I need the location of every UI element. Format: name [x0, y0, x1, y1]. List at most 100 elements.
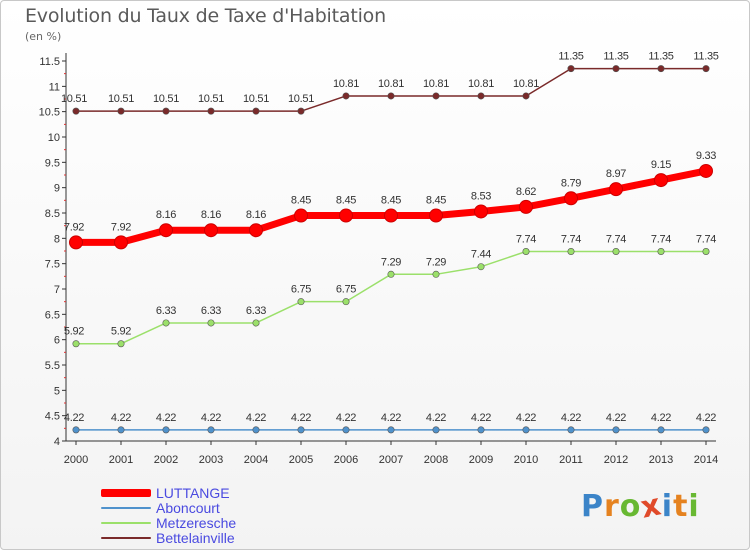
data-label: 9.15	[651, 159, 671, 171]
data-point	[72, 340, 80, 348]
data-label: 11.35	[558, 51, 583, 63]
data-point	[702, 248, 710, 256]
legend-item: Aboncourt	[101, 499, 236, 516]
data-label: 8.16	[156, 209, 176, 221]
y-tick-label: 9.5	[45, 157, 60, 169]
data-point	[207, 107, 215, 115]
data-label: 8.45	[336, 195, 356, 207]
data-label: 4.22	[516, 412, 536, 424]
data-point	[477, 263, 485, 271]
data-label: 4.22	[696, 412, 716, 424]
data-label: 8.45	[291, 195, 311, 207]
x-tick-label: 2002	[154, 454, 178, 466]
legend-swatch	[101, 536, 151, 539]
data-label: 7.74	[696, 234, 716, 246]
data-point	[522, 92, 530, 100]
data-point	[69, 235, 83, 250]
data-point	[612, 65, 620, 73]
legend-item: LUTTANGE	[101, 484, 236, 501]
data-label: 4.22	[606, 412, 626, 424]
proxiti-logo: Proxiti	[581, 487, 700, 525]
data-point	[162, 107, 170, 115]
legend-label: LUTTANGE	[156, 484, 230, 501]
y-tick-label: 11.5	[39, 56, 60, 68]
data-label: 8.45	[381, 195, 401, 207]
data-point	[252, 107, 260, 115]
axes: 4 4.5 5 5.5 6 6.5 7 7.5 8 8.5 9 9.5 10 10.5 11 11.5 2000…	[39, 53, 718, 466]
y-tick-label: 8.5	[45, 208, 60, 220]
x-tick-label: 2004	[244, 454, 268, 466]
data-label: 8.45	[426, 195, 446, 207]
x-tick-label: 2013	[649, 454, 673, 466]
data-label: 10.51	[108, 93, 134, 105]
data-label: 10.51	[61, 93, 87, 105]
legend-label: Aboncourt	[156, 499, 220, 516]
data-point	[522, 426, 530, 434]
y-tick-label: 6.5	[45, 309, 60, 321]
data-label: 4.22	[336, 412, 356, 424]
data-point	[297, 298, 305, 306]
logo-letter: P	[581, 489, 604, 524]
data-label: 4.22	[156, 412, 176, 424]
data-label: 4.22	[201, 412, 221, 424]
data-point	[297, 107, 305, 115]
data-label: 11.35	[693, 51, 718, 63]
data-point	[204, 223, 218, 238]
logo-letter: r	[604, 489, 620, 524]
data-label: 7.74	[606, 234, 626, 246]
data-point	[564, 191, 578, 206]
data-label: 8.16	[201, 209, 221, 221]
y-tick-label: 6	[54, 335, 60, 347]
data-label: 10.81	[468, 78, 494, 90]
data-label: 7.74	[561, 234, 581, 246]
x-tick-label: 2005	[289, 454, 313, 466]
legend-swatch	[101, 506, 151, 509]
x-tick-label: 2014	[694, 454, 718, 466]
data-label: 10.81	[378, 78, 404, 90]
data-point	[654, 173, 668, 188]
data-point	[474, 204, 488, 219]
data-label: 7.92	[64, 221, 84, 233]
data-point	[387, 270, 395, 278]
x-tick-label: 2007	[379, 454, 403, 466]
data-point	[342, 92, 350, 100]
data-point	[657, 65, 665, 73]
data-point	[162, 426, 170, 434]
x-tick-label: 2000	[64, 454, 88, 466]
y-tick-label: 10	[48, 132, 60, 144]
data-point	[342, 298, 350, 306]
data-point	[432, 270, 440, 278]
data-label: 4.22	[64, 412, 84, 424]
data-label: 7.44	[471, 249, 491, 261]
data-label: 8.53	[471, 190, 491, 202]
data-point	[249, 223, 263, 238]
data-point	[207, 426, 215, 434]
data-point	[162, 319, 170, 327]
legend-swatch	[101, 488, 151, 497]
data-point	[207, 319, 215, 327]
data-point	[117, 340, 125, 348]
data-point	[477, 426, 485, 434]
data-point	[252, 319, 260, 327]
data-point	[72, 107, 80, 115]
data-point	[117, 107, 125, 115]
logo-letter: o	[619, 489, 642, 524]
data-label: 10.81	[513, 78, 539, 90]
y-tick-label: 9	[54, 183, 60, 195]
x-tick-label: 2008	[424, 454, 448, 466]
data-point	[429, 208, 443, 223]
data-label: 8.62	[516, 186, 536, 198]
y-tick-label: 4.5	[45, 411, 60, 423]
data-point	[477, 92, 485, 100]
data-point	[567, 248, 575, 256]
x-tick-label: 2003	[199, 454, 223, 466]
data-point	[699, 163, 713, 178]
data-label: 6.33	[246, 305, 266, 317]
series-luttange: 7.92 7.92 8.16 8.16 8.16 8.45 8.45 8.45 8.45 8.53…	[64, 150, 717, 250]
chart-legend: LUTTANGE Aboncourt Metzeresche Bettelainvil…	[101, 484, 236, 546]
data-label: 8.79	[561, 177, 581, 189]
x-tick-label: 2010	[514, 454, 538, 466]
data-label: 10.51	[198, 93, 224, 105]
data-label: 7.74	[651, 234, 671, 246]
